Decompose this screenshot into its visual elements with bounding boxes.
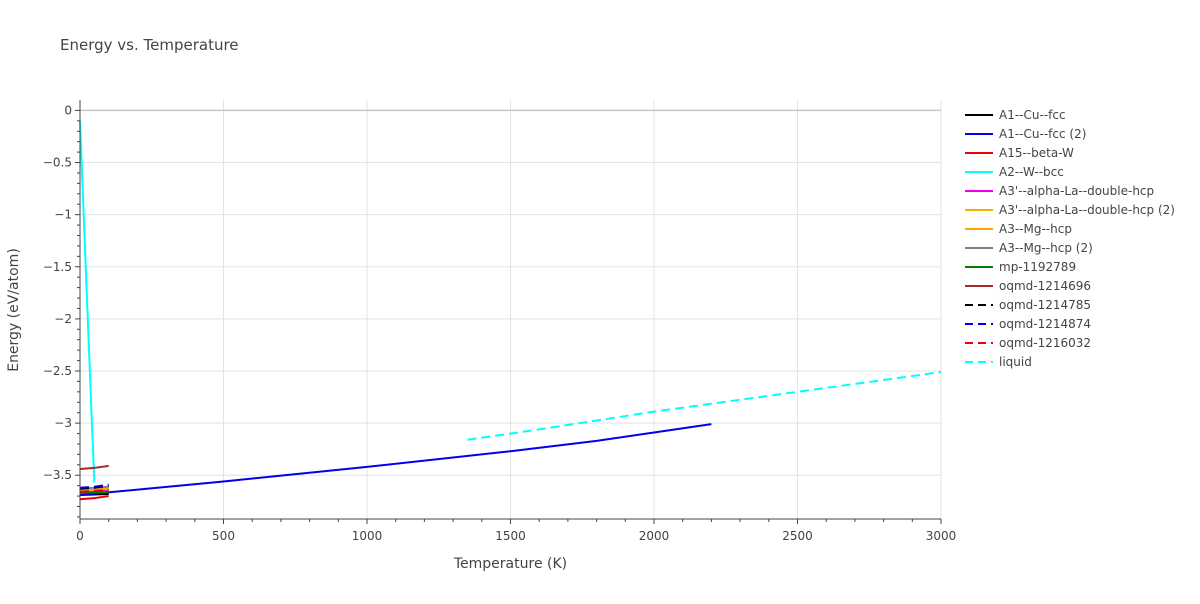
series-line-11[interactable] xyxy=(79,483,109,489)
legend-item-6[interactable]: A3--Mg--hcp xyxy=(965,222,1072,236)
legend-label: oqmd-1214696 xyxy=(999,279,1091,293)
grid-lines xyxy=(80,100,942,519)
legend-item-7[interactable]: A3--Mg--hcp (2) xyxy=(965,241,1093,255)
legend-item-3[interactable]: A2--W--bcc xyxy=(965,165,1064,179)
plot-area xyxy=(79,120,942,501)
legend-item-11[interactable]: oqmd-1214874 xyxy=(965,317,1091,331)
legend-item-4[interactable]: A3'--alpha-La--double-hcp xyxy=(965,184,1154,198)
y-tick-label: −1 xyxy=(54,208,72,222)
series-line-10[interactable] xyxy=(79,484,109,490)
legend-label: liquid xyxy=(999,355,1032,369)
legend-label: A1--Cu--fcc xyxy=(999,108,1066,122)
x-tick-label: 500 xyxy=(212,529,235,543)
legend-label: A3--Mg--hcp (2) xyxy=(999,241,1093,255)
legend-item-0[interactable]: A1--Cu--fcc xyxy=(965,108,1066,122)
y-tick-label: −2 xyxy=(54,312,72,326)
y-axis-title: Energy (eV/atom) xyxy=(6,248,22,372)
x-tick-label: 2500 xyxy=(782,529,813,543)
x-tick-label: 0 xyxy=(76,529,84,543)
series-line-5[interactable] xyxy=(79,487,109,492)
legend-label: oqmd-1216032 xyxy=(999,336,1091,350)
x-tick-label: 1000 xyxy=(352,529,383,543)
legend-label: A3--Mg--hcp xyxy=(999,222,1072,236)
y-tick-label: −2.5 xyxy=(43,364,72,378)
legend-label: A15--beta-W xyxy=(999,146,1074,160)
chart-title: Energy vs. Temperature xyxy=(60,36,239,54)
series-line-13[interactable] xyxy=(467,371,942,441)
x-tick-label: 1500 xyxy=(495,529,526,543)
series-line-8[interactable] xyxy=(79,490,109,494)
legend-label: A3'--alpha-La--double-hcp xyxy=(999,184,1154,198)
y-tick-label: −0.5 xyxy=(43,156,72,170)
legend-item-9[interactable]: oqmd-1214696 xyxy=(965,279,1091,293)
x-tick-label: 3000 xyxy=(926,529,957,543)
legend-label: oqmd-1214785 xyxy=(999,298,1091,312)
series-line-2[interactable] xyxy=(79,495,109,501)
legend-item-2[interactable]: A15--beta-W xyxy=(965,146,1074,160)
x-axis-title: Temperature (K) xyxy=(453,556,567,572)
axes: 0 500 1000 1500 2000 2500 3000 0 −0.5 −1 −1.5 −2 −2.… xyxy=(43,100,956,543)
series-line-6[interactable] xyxy=(79,486,109,491)
legend-item-10[interactable]: oqmd-1214785 xyxy=(965,298,1091,312)
legend-label: A1--Cu--fcc (2) xyxy=(999,127,1086,141)
series-line-9[interactable] xyxy=(79,464,109,470)
legend-item-12[interactable]: oqmd-1216032 xyxy=(965,336,1091,350)
y-tick-label: −1.5 xyxy=(43,260,72,274)
legend-item-8[interactable]: mp-1192789 xyxy=(965,260,1076,274)
legend-item-13[interactable]: liquid xyxy=(965,355,1032,369)
series-line-1[interactable] xyxy=(79,423,712,497)
legend-item-1[interactable]: A1--Cu--fcc (2) xyxy=(965,127,1086,141)
x-tick-label: 2000 xyxy=(639,529,670,543)
legend-item-5[interactable]: A3'--alpha-La--double-hcp (2) xyxy=(965,203,1175,217)
legend[interactable]: A1--Cu--fcc A1--Cu--fcc (2) A15--beta-W A2-… xyxy=(965,108,1175,369)
series-line-12[interactable] xyxy=(79,488,109,493)
y-tick-label: −3 xyxy=(54,416,72,430)
legend-label: A2--W--bcc xyxy=(999,165,1064,179)
legend-label: mp-1192789 xyxy=(999,260,1076,274)
legend-label: A3'--alpha-La--double-hcp (2) xyxy=(999,203,1175,217)
series-line-3[interactable] xyxy=(79,120,96,483)
legend-label: oqmd-1214874 xyxy=(999,317,1091,331)
y-tick-label: 0 xyxy=(64,103,72,117)
y-tick-label: −3.5 xyxy=(43,468,72,482)
